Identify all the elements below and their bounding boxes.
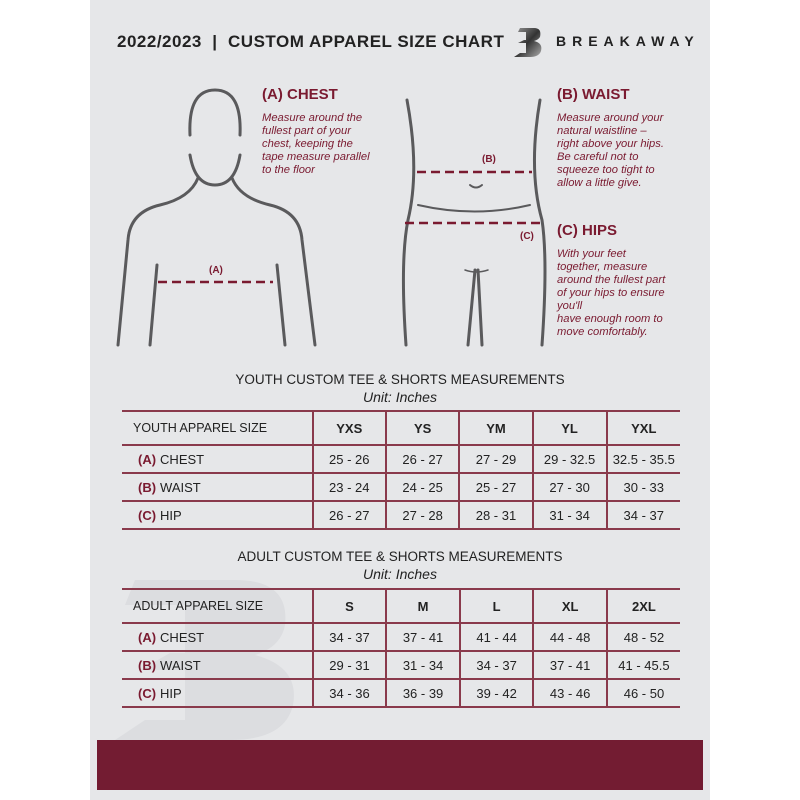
measure-value: 34 - 37 [311, 622, 387, 652]
breakaway-logo-icon [514, 28, 542, 57]
size-header: YXS [311, 410, 386, 446]
measure-name: WAIST [160, 657, 201, 673]
measure-value: 29 - 31 [311, 650, 387, 680]
size-header: M [385, 588, 460, 624]
table-header-row: YOUTH APPAREL SIZE YXS YS YM YL YXL [122, 410, 680, 446]
measure-label: (C) HIP [122, 500, 313, 530]
measure-name: CHEST [160, 451, 205, 467]
measure-value: 41 - 44 [458, 622, 534, 652]
table-header-row: ADULT APPAREL SIZE S M L XL 2XL [122, 588, 680, 624]
measure-value: 34 - 37 [605, 500, 680, 530]
adult-unit: Unit: Inches [363, 566, 437, 582]
measure-value: 39 - 42 [458, 678, 534, 708]
measure-name: HIP [160, 685, 182, 701]
waist-heading: (B) WAIST [557, 86, 630, 103]
measure-code: (A) [138, 451, 157, 467]
size-header: XL [532, 588, 607, 624]
size-header: S [311, 588, 387, 624]
size-header: YXL [605, 410, 680, 446]
youth-section-title: YOUTH CUSTOM TEE & SHORTS MEASUREMENTS [235, 372, 565, 387]
table-row: (B) WAIST 23 - 24 24 - 25 25 - 27 27 - 30 30 -… [122, 472, 680, 502]
size-header: 2XL [605, 588, 680, 624]
measure-value: 37 - 41 [532, 650, 607, 680]
waist-description: Measure around your natural waistline – ri… [557, 112, 664, 189]
measure-name: WAIST [160, 479, 201, 495]
size-label: ADULT APPAREL SIZE [122, 588, 313, 624]
measure-value: 26 - 27 [311, 500, 386, 530]
measure-value: 30 - 33 [605, 472, 680, 502]
chest-marker: (A) [209, 265, 223, 276]
measure-value: 37 - 41 [385, 622, 460, 652]
measure-label: (B) WAIST [122, 650, 313, 680]
measure-value: 36 - 39 [385, 678, 460, 708]
hip-marker: (C) [520, 231, 534, 242]
table-row: (C) HIP 26 - 27 27 - 28 28 - 31 31 - 34 34 - 3… [122, 500, 680, 530]
table-row: (A) CHEST 25 - 26 26 - 27 27 - 29 29 - 32.5 32… [122, 444, 680, 474]
size-header: L [458, 588, 534, 624]
measure-label: (A) CHEST [122, 444, 313, 474]
measure-value: 31 - 34 [385, 650, 460, 680]
brand-name: BREAKAWAY [556, 33, 700, 49]
measure-value: 28 - 31 [458, 500, 533, 530]
measure-code: (A) [138, 629, 157, 645]
adult-size-table: ADULT APPAREL SIZE S M L XL 2XL (A) CHEST 34 - 3… [122, 588, 680, 708]
measure-name: CHEST [160, 629, 205, 645]
chest-heading: (A) CHEST [262, 86, 338, 103]
table-row: (B) WAIST 29 - 31 31 - 34 34 - 37 37 - 41 41 -… [122, 650, 680, 680]
size-label: YOUTH APPAREL SIZE [122, 410, 313, 446]
measure-value: 48 - 52 [605, 622, 680, 652]
measure-value: 25 - 26 [311, 444, 386, 474]
waist-marker: (B) [482, 154, 496, 165]
youth-unit: Unit: Inches [363, 389, 437, 405]
measure-value: 44 - 48 [532, 622, 607, 652]
measure-code: (C) [138, 685, 157, 701]
size-header: YS [384, 410, 460, 446]
youth-size-table: YOUTH APPAREL SIZE YXS YS YM YL YXL (A) CHEST 25… [122, 410, 680, 530]
chest-description: Measure around the fullest part of your ch… [262, 112, 370, 176]
page-title: 2022/2023 | CUSTOM APPAREL SIZE CHART [117, 32, 505, 51]
size-header: YL [531, 410, 607, 446]
measure-value: 29 - 32.5 [531, 444, 607, 474]
measure-label: (B) WAIST [122, 472, 313, 502]
measure-value: 27 - 28 [384, 500, 460, 530]
table-row: (C) HIP 34 - 36 36 - 39 39 - 42 43 - 46 46 - 5… [122, 678, 680, 708]
measure-value: 41 - 45.5 [605, 650, 680, 680]
measure-label: (A) CHEST [122, 622, 313, 652]
measure-value: 34 - 37 [458, 650, 534, 680]
measure-value: 25 - 27 [458, 472, 533, 502]
measure-value: 43 - 46 [532, 678, 607, 708]
upper-body-figure-icon [116, 88, 317, 347]
measure-value: 34 - 36 [311, 678, 387, 708]
measure-value: 27 - 30 [531, 472, 607, 502]
measure-code: (C) [138, 507, 157, 523]
table-row: (A) CHEST 34 - 37 37 - 41 41 - 44 44 - 48 48 -… [122, 622, 680, 652]
measure-value: 32.5 - 35.5 [605, 444, 680, 474]
measure-value: 31 - 34 [531, 500, 607, 530]
measure-label: (C) HIP [122, 678, 313, 708]
footer-bar [97, 740, 703, 790]
measure-value: 27 - 29 [458, 444, 533, 474]
measure-value: 24 - 25 [384, 472, 460, 502]
lower-torso-figure-icon [401, 98, 547, 347]
hips-description: With your feet together, measure around th… [557, 248, 666, 338]
hips-heading: (C) HIPS [557, 222, 617, 239]
size-header: YM [458, 410, 533, 446]
measure-code: (B) [138, 479, 157, 495]
adult-section-title: ADULT CUSTOM TEE & SHORTS MEASUREMENTS [237, 549, 563, 564]
body-figures [116, 88, 547, 347]
measure-value: 26 - 27 [384, 444, 460, 474]
measure-code: (B) [138, 657, 157, 673]
measure-value: 46 - 50 [605, 678, 680, 708]
measure-name: HIP [160, 507, 182, 523]
measure-value: 23 - 24 [311, 472, 386, 502]
